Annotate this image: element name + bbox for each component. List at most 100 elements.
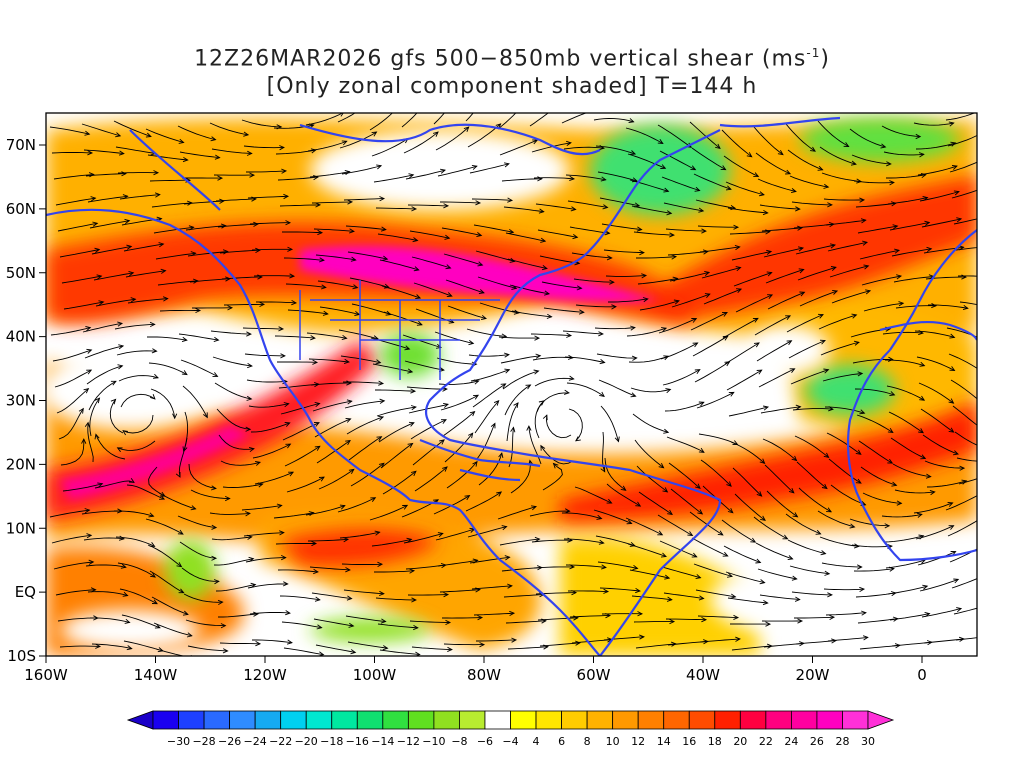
streamline bbox=[337, 113, 356, 123]
streamline bbox=[447, 305, 487, 319]
colorbar-label: −28 bbox=[192, 735, 215, 748]
streamline bbox=[497, 113, 517, 130]
streamline bbox=[280, 403, 320, 415]
streamline-arrowhead bbox=[513, 402, 519, 408]
streamline bbox=[501, 178, 542, 182]
streamline bbox=[658, 318, 697, 334]
x-tick-label: 80W bbox=[467, 666, 501, 684]
streamline bbox=[529, 510, 570, 517]
streamline bbox=[310, 382, 351, 386]
streamline-arrowhead bbox=[669, 232, 675, 238]
streamline bbox=[95, 298, 136, 307]
streamline-arrowhead bbox=[673, 299, 680, 305]
streamline-arrowhead bbox=[794, 596, 801, 602]
colorbar-label: −14 bbox=[371, 735, 394, 748]
streamline-arrowhead bbox=[851, 313, 858, 319]
streamline bbox=[596, 353, 637, 359]
streamline-arrowhead bbox=[766, 271, 773, 277]
streamline-arrowhead bbox=[477, 261, 484, 267]
streamline bbox=[629, 569, 670, 579]
streamline bbox=[818, 314, 857, 330]
streamline-arrowhead bbox=[468, 432, 474, 439]
streamline bbox=[881, 513, 922, 518]
streamline bbox=[178, 333, 219, 341]
streamline-arrowhead bbox=[859, 586, 866, 592]
streamline bbox=[563, 538, 604, 544]
streamline bbox=[475, 250, 515, 262]
streamline bbox=[947, 520, 977, 537]
streamline-arrowhead bbox=[291, 300, 298, 306]
streamline-arrowhead bbox=[606, 498, 613, 504]
streamline-arrowhead bbox=[850, 160, 857, 166]
colorbar-swatch bbox=[459, 710, 486, 730]
streamline bbox=[562, 512, 602, 520]
streamline-arrowhead bbox=[446, 292, 453, 298]
streamline bbox=[857, 225, 898, 234]
streamline bbox=[114, 323, 155, 330]
streamline-arrowhead bbox=[540, 237, 547, 243]
streamline bbox=[345, 225, 386, 231]
streamline-arrowhead bbox=[378, 415, 385, 421]
colorbar-swatch bbox=[765, 710, 792, 730]
streamline bbox=[597, 171, 638, 182]
streamline-arrowhead bbox=[843, 142, 850, 147]
streamline-arrowhead bbox=[981, 544, 986, 548]
streamline-arrowhead bbox=[253, 221, 259, 227]
streamline bbox=[497, 506, 537, 520]
streamline bbox=[247, 195, 289, 199]
streamline-arrowhead bbox=[378, 462, 385, 468]
streamline-arrowhead bbox=[94, 433, 100, 440]
streamline-arrowhead bbox=[797, 225, 803, 231]
streamline bbox=[951, 189, 977, 199]
streamline bbox=[787, 539, 826, 555]
streamline-arrowhead bbox=[916, 512, 923, 518]
streamline bbox=[287, 309, 328, 315]
streamline bbox=[759, 204, 800, 210]
streamline-arrowhead bbox=[478, 289, 485, 294]
streamline-arrowhead bbox=[948, 525, 955, 530]
streamline bbox=[87, 422, 94, 463]
streamline bbox=[91, 245, 132, 255]
streamline bbox=[533, 566, 575, 569]
streamline bbox=[467, 526, 507, 538]
streamline-arrowhead bbox=[628, 118, 635, 123]
streamline bbox=[764, 464, 795, 494]
streamline-arrowhead bbox=[439, 439, 445, 445]
streamline bbox=[285, 283, 326, 288]
streamline-arrowhead bbox=[159, 495, 166, 500]
colorbar-swatch bbox=[586, 710, 614, 730]
streamline-arrowhead bbox=[920, 454, 927, 460]
streamline bbox=[958, 478, 977, 485]
streamline-arrowhead bbox=[437, 532, 444, 538]
streamline bbox=[83, 149, 124, 155]
streamline-arrowhead bbox=[663, 428, 670, 434]
streamline bbox=[595, 145, 636, 155]
streamline-arrowhead bbox=[245, 426, 252, 432]
streamline-arrowhead bbox=[314, 596, 321, 602]
streamline bbox=[410, 419, 447, 440]
colorbar-label: −22 bbox=[269, 735, 292, 748]
y-tick-label: 70N bbox=[6, 136, 36, 154]
streamline bbox=[755, 542, 793, 560]
streamline-arrowhead bbox=[511, 637, 518, 643]
x-tick-label: 160W bbox=[24, 666, 68, 684]
streamline-arrowhead bbox=[348, 468, 355, 475]
streamline bbox=[344, 400, 385, 409]
streamline bbox=[594, 327, 635, 330]
streamline-arrowhead bbox=[121, 171, 127, 177]
streamline bbox=[757, 178, 797, 192]
streamline bbox=[948, 353, 977, 369]
streamline bbox=[506, 402, 519, 442]
streamline-arrowhead bbox=[639, 634, 645, 640]
streamline bbox=[472, 383, 506, 408]
streamline-arrowhead bbox=[110, 380, 117, 386]
shade-jet-northeast bbox=[640, 175, 977, 320]
streamline-arrowhead bbox=[887, 427, 894, 434]
streamline bbox=[434, 331, 474, 344]
streamline bbox=[284, 445, 321, 467]
streamline-arrowhead bbox=[503, 352, 510, 358]
streamline bbox=[115, 536, 155, 547]
colorbar-label: 28 bbox=[835, 735, 849, 748]
streamline bbox=[339, 131, 377, 149]
streamline bbox=[126, 484, 165, 500]
